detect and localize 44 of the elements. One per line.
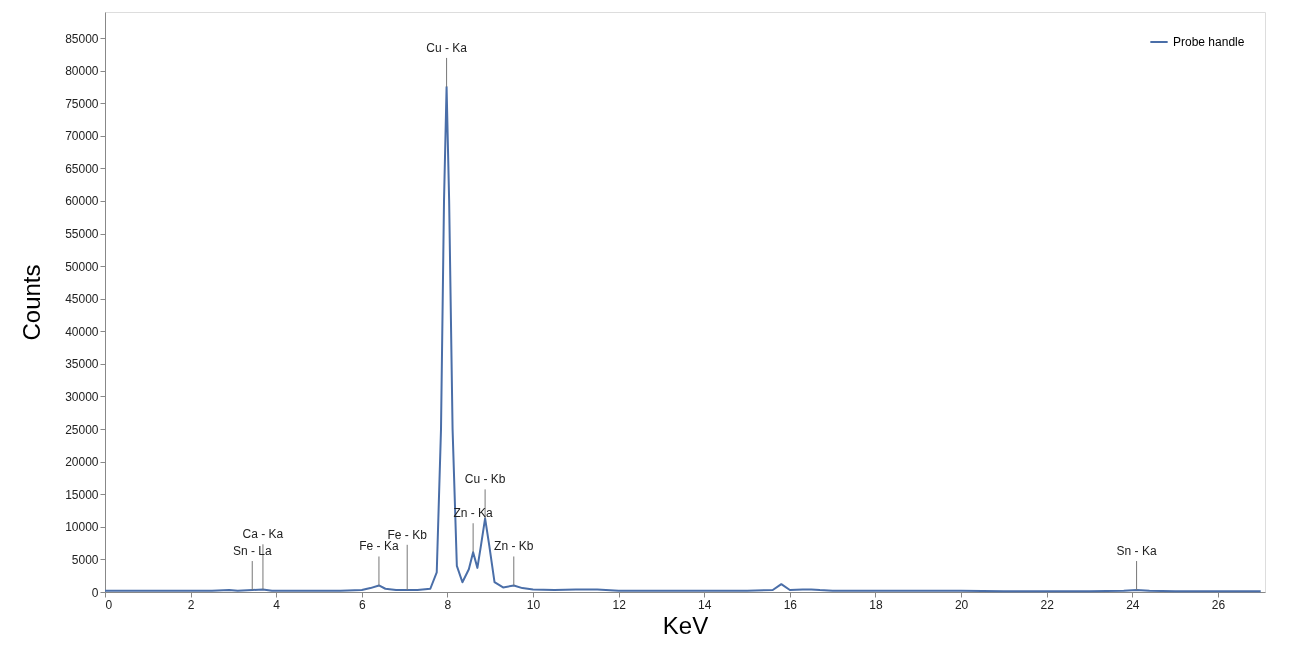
x-tick-label: 4 (273, 597, 281, 612)
y-tick-label: 40000 (65, 324, 99, 339)
y-tick-label: 45000 (65, 292, 99, 307)
y-tick-label: 15000 (65, 487, 99, 502)
y-tick-label: 20000 (65, 455, 99, 470)
y-tick-label: 10000 (65, 520, 99, 535)
annotation: Cu - Ka (426, 40, 468, 55)
annotation: Fe - Kb (387, 527, 428, 542)
x-tick-label: 16 (783, 597, 798, 612)
y-tick-label: 50000 (65, 259, 99, 274)
x-tick-label: 20 (954, 597, 969, 612)
x-tick-label: 14 (698, 597, 712, 612)
x-tick-label: 24 (1126, 597, 1140, 612)
x-tick-label: 22 (1040, 597, 1055, 612)
annotation: Zn - Kb (494, 539, 534, 554)
y-tick-label: 55000 (65, 227, 99, 242)
y-tick-label: 35000 (65, 357, 99, 372)
x-axis-title: KeV (662, 611, 709, 639)
annotation: Sn - La (232, 544, 272, 559)
annotation: Sn - Ka (1116, 544, 1157, 559)
y-tick-label: 80000 (65, 64, 99, 79)
y-tick-label: 60000 (65, 194, 99, 209)
x-tick-label: 10 (526, 597, 541, 612)
y-tick-label: 25000 (65, 422, 99, 437)
y-tick-label: 65000 (65, 161, 99, 176)
y-tick-label: 75000 (65, 96, 99, 111)
x-tick-label: 6 (358, 597, 366, 612)
y-tick-label: 30000 (65, 389, 99, 404)
x-tick-label: 0 (105, 597, 113, 612)
y-axis-title: Counts (18, 264, 46, 341)
legend-label: Probe handle (1173, 35, 1245, 49)
line-series (104, 85, 1262, 593)
y-tick-label: 0 (91, 585, 99, 600)
y-tick-label: 70000 (65, 129, 99, 144)
x-tick-label: 18 (869, 597, 883, 612)
x-tick-label: 26 (1211, 597, 1226, 612)
annotation: Ca - Ka (242, 527, 284, 542)
annotation: Cu - Kb (464, 472, 506, 487)
y-tick-label: 85000 (65, 31, 99, 46)
x-tick-label: 8 (444, 597, 452, 612)
y-tick-label: 5000 (71, 552, 99, 567)
x-tick-label: 12 (612, 597, 627, 612)
annotation: Fe - Ka (359, 539, 399, 554)
x-tick-label: 2 (187, 597, 195, 612)
